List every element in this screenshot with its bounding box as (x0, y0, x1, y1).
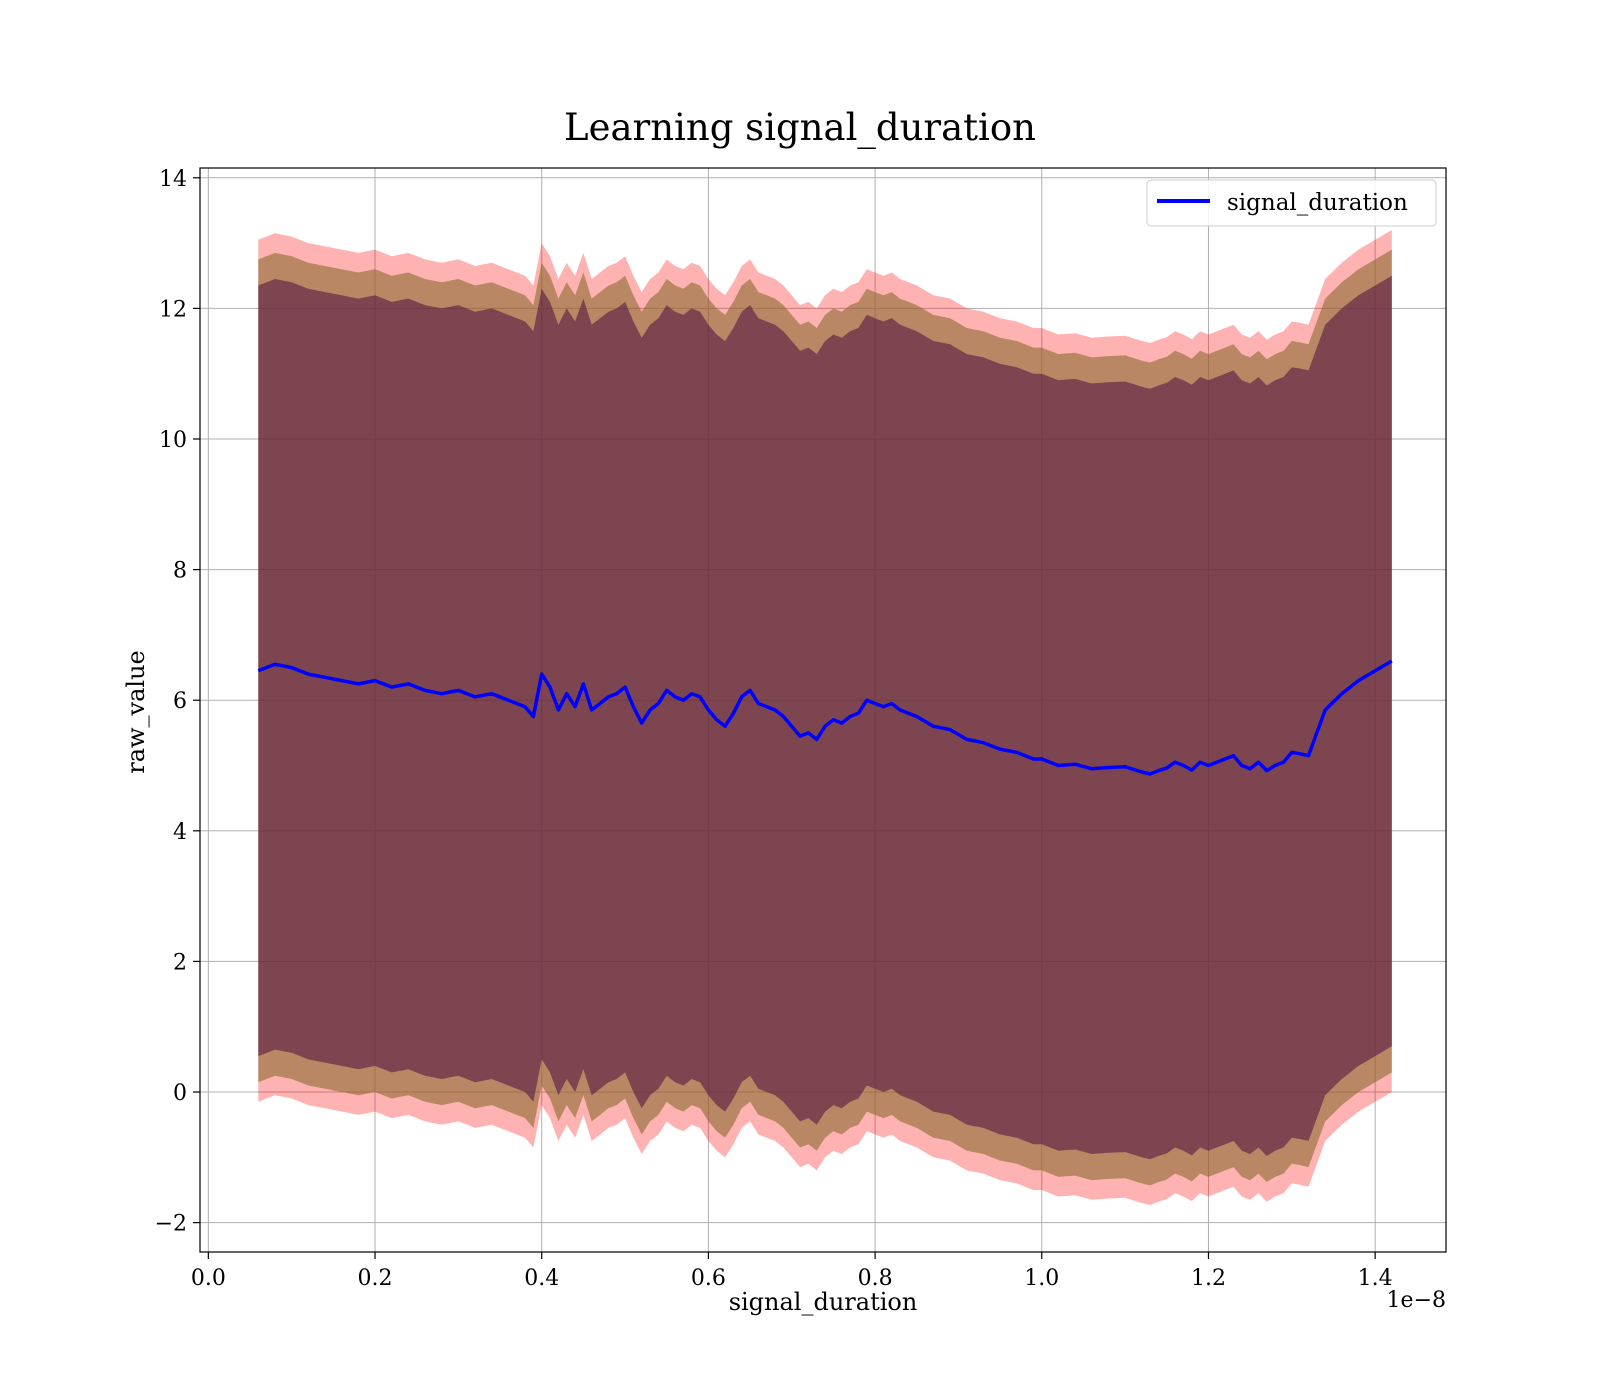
x-tick-label: 1.2 (1191, 1266, 1226, 1291)
legend-box (1146, 179, 1437, 227)
x-tick-label: 1.0 (1024, 1266, 1059, 1291)
y-tick-label: −2 (155, 1212, 187, 1237)
series-lines (257, 659, 1393, 776)
y-axis-ticks: −2 0 2 4 6 8 10 12 14 (155, 167, 200, 1237)
y-tick-label: 10 (159, 428, 187, 453)
y-tick-label: 14 (159, 167, 187, 192)
chart-title: Learning signal_duration (564, 106, 1036, 150)
series-line-signal-duration (257, 659, 1393, 776)
y-axis-label: raw_value (122, 650, 150, 774)
x-tick-label: 0.4 (524, 1266, 559, 1291)
x-tick-label: 0.0 (191, 1266, 226, 1291)
x-tick-label: 0.6 (691, 1266, 726, 1291)
y-tick-label: 4 (173, 820, 187, 845)
y-tick-label: 0 (173, 1081, 187, 1106)
legend: signal_duration (1146, 179, 1437, 227)
x-axis-ticks: 0.0 0.2 0.4 0.6 0.8 1.0 1.2 1.4 (191, 1252, 1393, 1291)
plot-frame (199, 167, 1447, 1253)
x-axis-offset-label: 1e−8 (1387, 1288, 1446, 1313)
legend-entry: signal_duration (1227, 190, 1408, 216)
confidence-bands (258, 230, 1392, 1205)
y-tick-label: 12 (159, 297, 187, 322)
y-tick-label: 2 (173, 950, 187, 975)
x-axis-label: signal_duration (729, 1288, 918, 1316)
y-tick-label: 8 (173, 559, 187, 584)
x-tick-label: 0.2 (358, 1266, 393, 1291)
y-tick-label: 6 (173, 689, 187, 714)
x-tick-label: 1.4 (1358, 1266, 1393, 1291)
x-tick-label: 0.8 (858, 1266, 893, 1291)
band-inner (258, 275, 1392, 1160)
